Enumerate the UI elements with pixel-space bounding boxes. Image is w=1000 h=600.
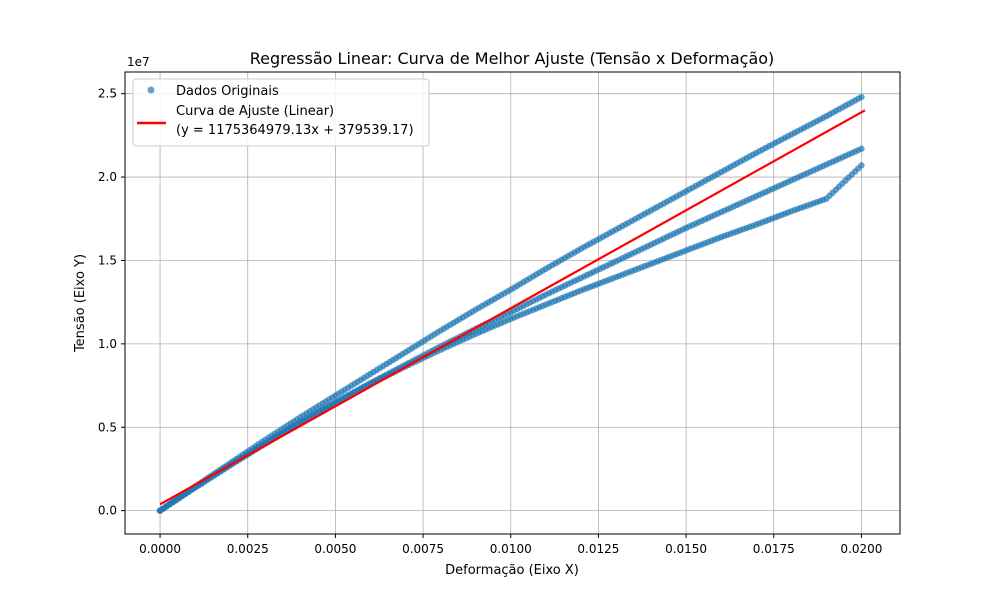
plot-frame xyxy=(124,71,901,535)
x-tick-label: 0.0200 xyxy=(840,542,882,556)
legend-box xyxy=(132,78,430,147)
x-tick-label: 0.0050 xyxy=(314,542,356,556)
data-point xyxy=(858,162,865,169)
y-tick-label: 2.0 xyxy=(98,170,117,184)
x-tick-label: 0.0150 xyxy=(665,542,707,556)
y-axis-label: Tensão (Eixo Y) xyxy=(73,254,88,353)
legend-label-equation: (y = 1175364979.13x + 379539.17) xyxy=(176,123,414,138)
y-tick-label: 1.5 xyxy=(98,253,117,267)
data-point xyxy=(858,93,865,101)
fit-line xyxy=(159,109,866,506)
x-tick-label: 0.0100 xyxy=(490,542,532,556)
data-point xyxy=(858,145,865,152)
y-tick-label: 0.5 xyxy=(98,420,117,434)
legend-label-line: Curva de Ajuste (Linear) xyxy=(176,104,334,119)
chart-title: Regressão Linear: Curva de Melhor Ajuste… xyxy=(250,49,775,68)
x-tick-label: 0.0025 xyxy=(227,542,269,556)
x-axis-label: Deformação (Eixo X) xyxy=(445,563,579,578)
legend: Dados Originais Curva de Ajuste (Linear)… xyxy=(132,78,430,147)
x-tick-label: 0.0175 xyxy=(753,542,795,556)
legend-marker-scatter xyxy=(147,86,155,94)
y-tick-label: 1.0 xyxy=(98,337,117,351)
plot-data xyxy=(156,93,866,514)
x-tick-label: 0.0125 xyxy=(577,542,619,556)
y-tick-label: 2.5 xyxy=(98,87,117,101)
y-tick-label: 0.0 xyxy=(98,504,117,518)
y-offset-label: 1e7 xyxy=(127,55,150,69)
axis-ticks: 0.0000 0.0025 0.0050 0.0075 0.0100 0.0125 0.01… xyxy=(98,87,883,556)
legend-label-scatter: Dados Originais xyxy=(176,84,279,99)
x-tick-label: 0.0075 xyxy=(402,542,444,556)
x-tick-label: 0.0000 xyxy=(139,542,181,556)
